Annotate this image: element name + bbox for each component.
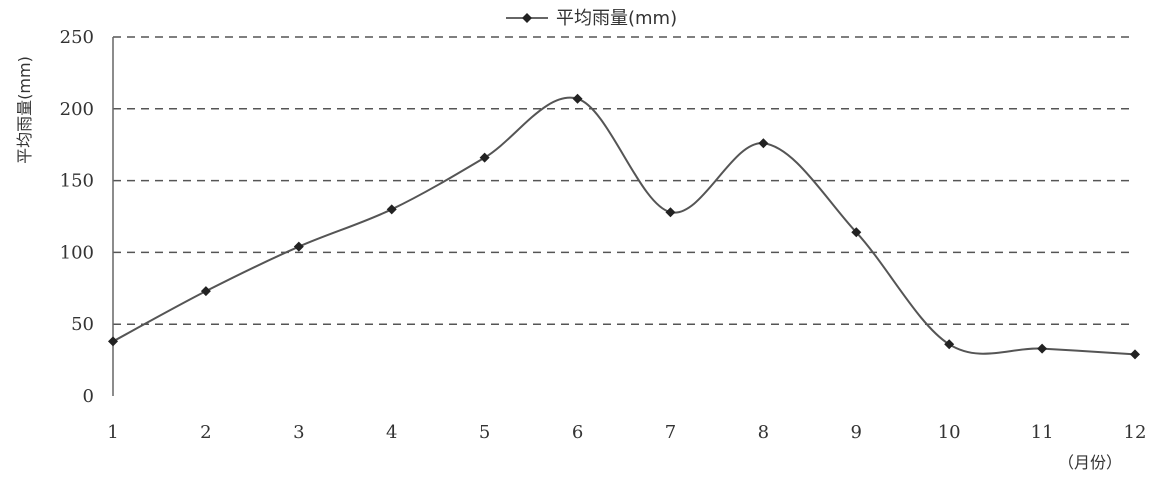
grid-lines xyxy=(113,36,1135,325)
series-markers xyxy=(108,93,1140,360)
x-tick-label: 12 xyxy=(1124,422,1147,443)
data-point-marker xyxy=(479,152,490,163)
x-tick-label: 6 xyxy=(572,422,583,443)
x-tick-label: 10 xyxy=(938,422,961,443)
data-point-marker xyxy=(1130,349,1140,360)
data-point-marker xyxy=(200,286,211,297)
y-tick-label: 100 xyxy=(60,242,94,263)
y-tick-labels: 0 50 100 150 200 250 xyxy=(60,27,94,407)
y-tick-label: 250 xyxy=(60,27,94,48)
data-point-marker xyxy=(665,207,676,218)
x-tick-label: 9 xyxy=(851,422,862,443)
legend-marker xyxy=(522,13,532,23)
x-tick-labels: 1 2 3 4 5 6 7 8 9 10 11 12 xyxy=(107,422,1146,443)
data-point-marker xyxy=(944,339,955,350)
x-axis-label: （月份） xyxy=(1058,453,1122,472)
data-point-marker xyxy=(108,336,118,347)
x-tick-label: 5 xyxy=(479,422,490,443)
x-tick-label: 4 xyxy=(386,422,397,443)
data-point-marker xyxy=(572,93,583,104)
y-tick-label: 50 xyxy=(71,314,94,335)
y-tick-label: 150 xyxy=(60,171,94,192)
x-tick-label: 11 xyxy=(1031,422,1054,443)
y-tick-label: 0 xyxy=(83,386,94,407)
x-tick-label: 7 xyxy=(665,422,676,443)
x-tick-label: 8 xyxy=(758,422,769,443)
data-point-marker xyxy=(1037,343,1048,354)
y-tick-label: 200 xyxy=(60,99,94,120)
data-point-marker xyxy=(386,204,397,215)
data-point-marker xyxy=(293,241,304,252)
x-tick-label: 1 xyxy=(107,422,118,443)
legend: 平均雨量(mm) xyxy=(506,8,677,29)
y-axis-label: 平均雨量(mm) xyxy=(15,56,34,164)
legend-label: 平均雨量(mm) xyxy=(556,8,677,29)
x-tick-label: 3 xyxy=(293,422,304,443)
data-point-marker xyxy=(758,138,769,149)
data-point-marker xyxy=(851,227,862,238)
series-line xyxy=(112,96,1136,356)
x-tick-label: 2 xyxy=(200,422,211,443)
